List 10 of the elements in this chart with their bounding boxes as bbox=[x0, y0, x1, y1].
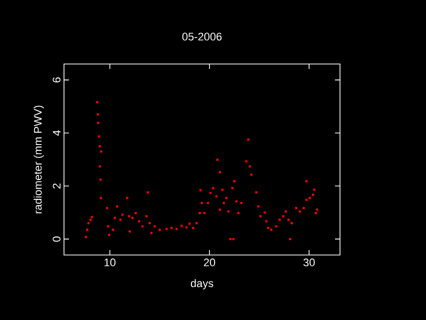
chart-title: 05-2006 bbox=[182, 32, 222, 41]
x-tick-label: 20 bbox=[204, 258, 216, 266]
x-tick-label: 10 bbox=[104, 258, 116, 266]
y-tick-label: 2 bbox=[52, 184, 60, 189]
y-axis-title: radiometer (mm PWV) bbox=[34, 106, 44, 214]
y-tick-label: 4 bbox=[52, 130, 60, 136]
y-tick-label: 0 bbox=[52, 236, 60, 242]
x-tick-label: 30 bbox=[303, 258, 315, 266]
y-tick-label: 6 bbox=[52, 77, 60, 82]
x-axis-title: days bbox=[190, 279, 214, 290]
